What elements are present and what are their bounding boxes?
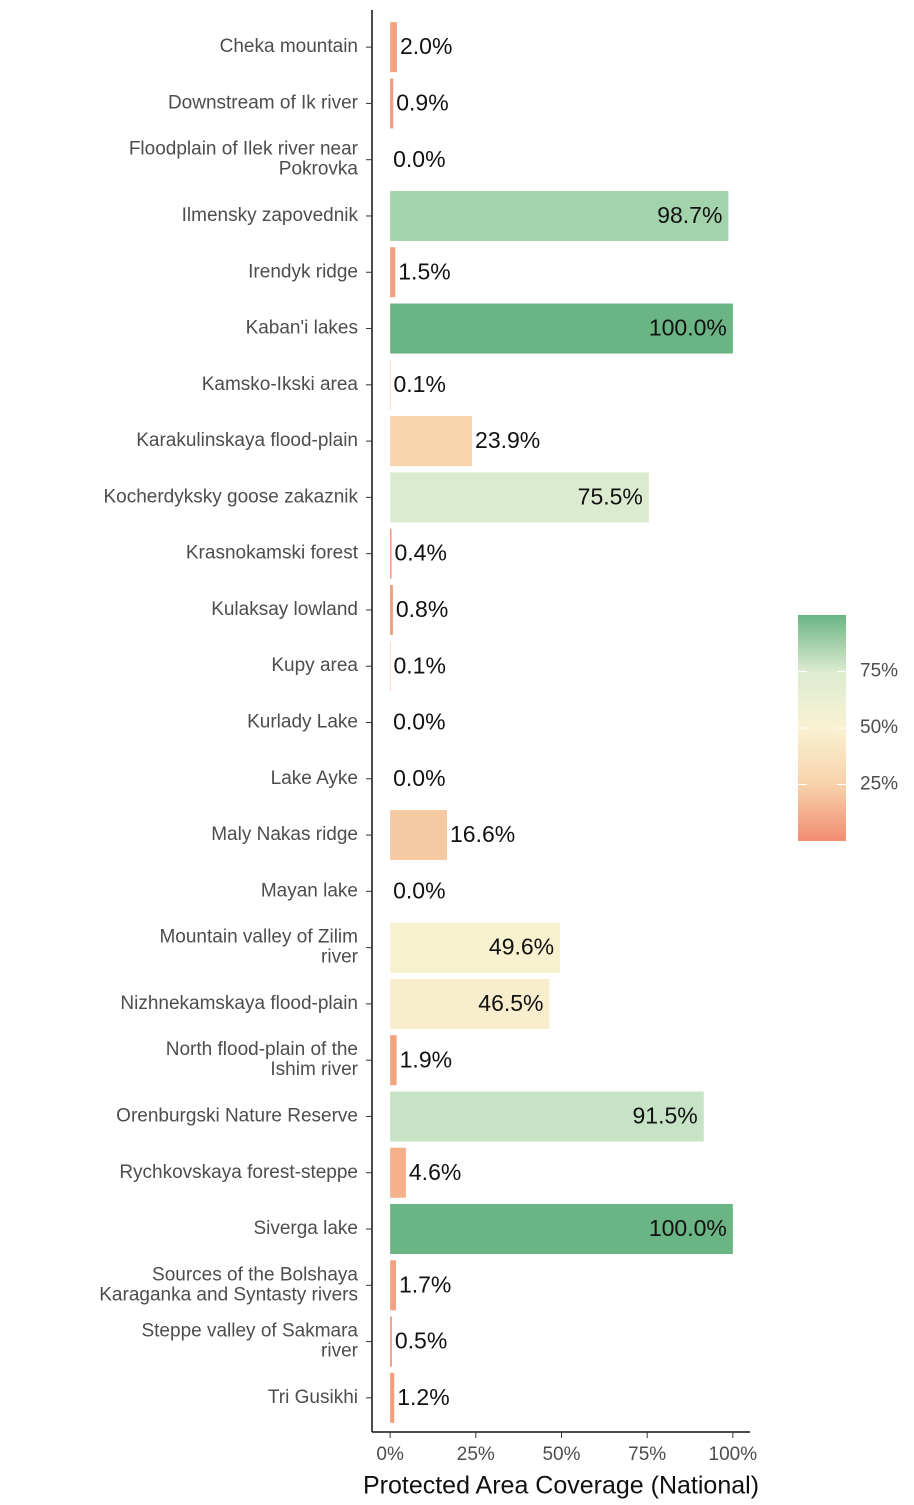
bar: [390, 22, 397, 73]
bar: [390, 303, 733, 354]
value-label: 16.6%: [450, 821, 515, 847]
x-tick-label: 25%: [457, 1444, 495, 1465]
category-label: Steppe valley of Sakmara river: [141, 1321, 358, 1362]
category-label: Kurlady Lake: [247, 712, 358, 733]
value-label: 1.2%: [397, 1384, 449, 1410]
bar: [390, 78, 394, 129]
x-tick-label: 75%: [628, 1444, 666, 1465]
category-label: Nizhnekamskaya flood-plain: [120, 993, 358, 1014]
value-label: 0.9%: [396, 89, 448, 115]
value-label: 100.0%: [649, 315, 727, 341]
category-label: Orenburgski Nature Reserve: [116, 1105, 358, 1126]
value-label: 23.9%: [475, 427, 540, 453]
value-label: 100.0%: [649, 1215, 727, 1241]
value-label: 0.5%: [395, 1328, 447, 1354]
colorbar-label: 75%: [860, 661, 898, 682]
bar: [390, 1035, 397, 1086]
bar: [390, 978, 550, 1029]
bar: [390, 247, 396, 298]
value-label: 0.0%: [393, 146, 445, 172]
value-label: 0.0%: [393, 709, 445, 735]
value-label: 98.7%: [657, 202, 722, 228]
bar: [390, 1260, 396, 1311]
category-label: North flood-plain of the Ishim river: [166, 1039, 359, 1080]
category-label: Karakulinskaya flood-plain: [136, 430, 358, 451]
bar: [390, 528, 392, 579]
value-label: 46.5%: [478, 990, 543, 1016]
colorbar-label: 25%: [860, 774, 898, 795]
category-label: Downstream of Ik river: [168, 92, 359, 113]
value-label: 0.4%: [395, 540, 447, 566]
category-label: Ilmensky zapovednik: [182, 205, 359, 226]
category-label: Kulaksay lowland: [211, 599, 358, 620]
category-label: Lake Ayke: [271, 768, 358, 789]
bar: [390, 472, 649, 523]
value-label: 0.0%: [393, 765, 445, 791]
value-label: 0.1%: [393, 652, 445, 678]
value-label: 91.5%: [633, 1103, 698, 1129]
value-label: 2.0%: [400, 33, 452, 59]
x-tick-label: 100%: [709, 1444, 758, 1465]
category-label: Krasnokamski forest: [186, 543, 359, 564]
bar: [390, 584, 393, 635]
value-label: 1.5%: [398, 258, 450, 284]
value-label: 1.9%: [400, 1046, 452, 1072]
x-axis-title: Protected Area Coverage (National): [363, 1472, 759, 1500]
x-tick-label: 0%: [376, 1444, 404, 1465]
bar: [390, 1316, 392, 1367]
category-label: Maly Nakas ridge: [211, 824, 358, 845]
bar: [390, 1091, 704, 1142]
category-label: Rychkovskaya forest-steppe: [119, 1162, 358, 1183]
category-label: Kamsko-Ikski area: [202, 374, 359, 395]
value-label: 4.6%: [409, 1159, 461, 1185]
category-label: Siverga lake: [253, 1218, 358, 1239]
category-label: Mayan lake: [261, 880, 358, 901]
value-label: 49.6%: [489, 934, 554, 960]
bar: [390, 190, 729, 241]
bar: [390, 1372, 395, 1423]
category-label: Kaban'i lakes: [246, 318, 358, 339]
category-label: Kupy area: [271, 655, 358, 676]
category-label: Sources of the Bolshaya Karaganka and Syn…: [99, 1264, 358, 1305]
category-label: Tri Gusikhi: [268, 1387, 358, 1408]
bar: [390, 1147, 406, 1198]
value-label: 0.0%: [393, 877, 445, 903]
value-label: 0.8%: [396, 596, 448, 622]
value-label: 75.5%: [578, 483, 643, 509]
category-label: Cheka mountain: [220, 36, 358, 57]
value-label: 0.1%: [393, 371, 445, 397]
value-label: 1.7%: [399, 1271, 451, 1297]
category-label: Kocherdyksky goose zakaznik: [103, 486, 358, 507]
bar: [390, 416, 473, 467]
colorbar-label: 50%: [860, 717, 898, 738]
x-tick-label: 50%: [542, 1444, 580, 1465]
bar: [390, 922, 561, 973]
category-label: Floodplain of Ilek river near Pokrovka: [129, 139, 359, 180]
category-label: Irendyk ridge: [248, 261, 358, 282]
bar: [390, 1204, 733, 1255]
category-label: Mountain valley of Zilim river: [159, 927, 358, 968]
bar: [390, 810, 448, 861]
